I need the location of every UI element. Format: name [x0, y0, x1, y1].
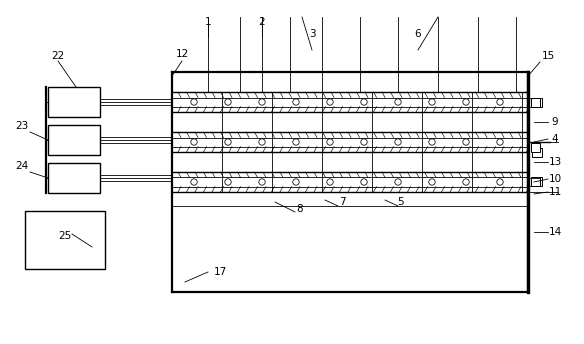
- Text: 8: 8: [297, 204, 303, 214]
- Text: 5: 5: [397, 197, 404, 207]
- Text: 2: 2: [259, 17, 265, 27]
- Text: 4: 4: [552, 134, 558, 144]
- Text: 15: 15: [541, 51, 555, 61]
- Text: 23: 23: [15, 121, 29, 131]
- Text: 3: 3: [309, 29, 315, 39]
- Text: 6: 6: [415, 29, 421, 39]
- Text: 14: 14: [548, 227, 562, 237]
- Text: 11: 11: [548, 187, 562, 197]
- Bar: [532, 97, 542, 107]
- Bar: [531, 143, 540, 152]
- Text: 22: 22: [51, 51, 65, 61]
- Bar: [25, 211, 105, 269]
- Text: 1: 1: [204, 17, 211, 27]
- Text: 13: 13: [548, 157, 562, 167]
- Bar: [48, 125, 100, 155]
- Text: 24: 24: [15, 161, 29, 171]
- Bar: [48, 87, 100, 117]
- Bar: [48, 163, 100, 193]
- Bar: [531, 178, 540, 186]
- Bar: [531, 97, 540, 107]
- Bar: [532, 178, 542, 186]
- Text: 9: 9: [552, 117, 558, 127]
- Bar: [532, 148, 542, 157]
- Text: 10: 10: [548, 174, 562, 184]
- Text: 17: 17: [213, 267, 227, 277]
- Text: 7: 7: [339, 197, 345, 207]
- Text: 25: 25: [58, 231, 72, 241]
- Text: 12: 12: [175, 49, 189, 59]
